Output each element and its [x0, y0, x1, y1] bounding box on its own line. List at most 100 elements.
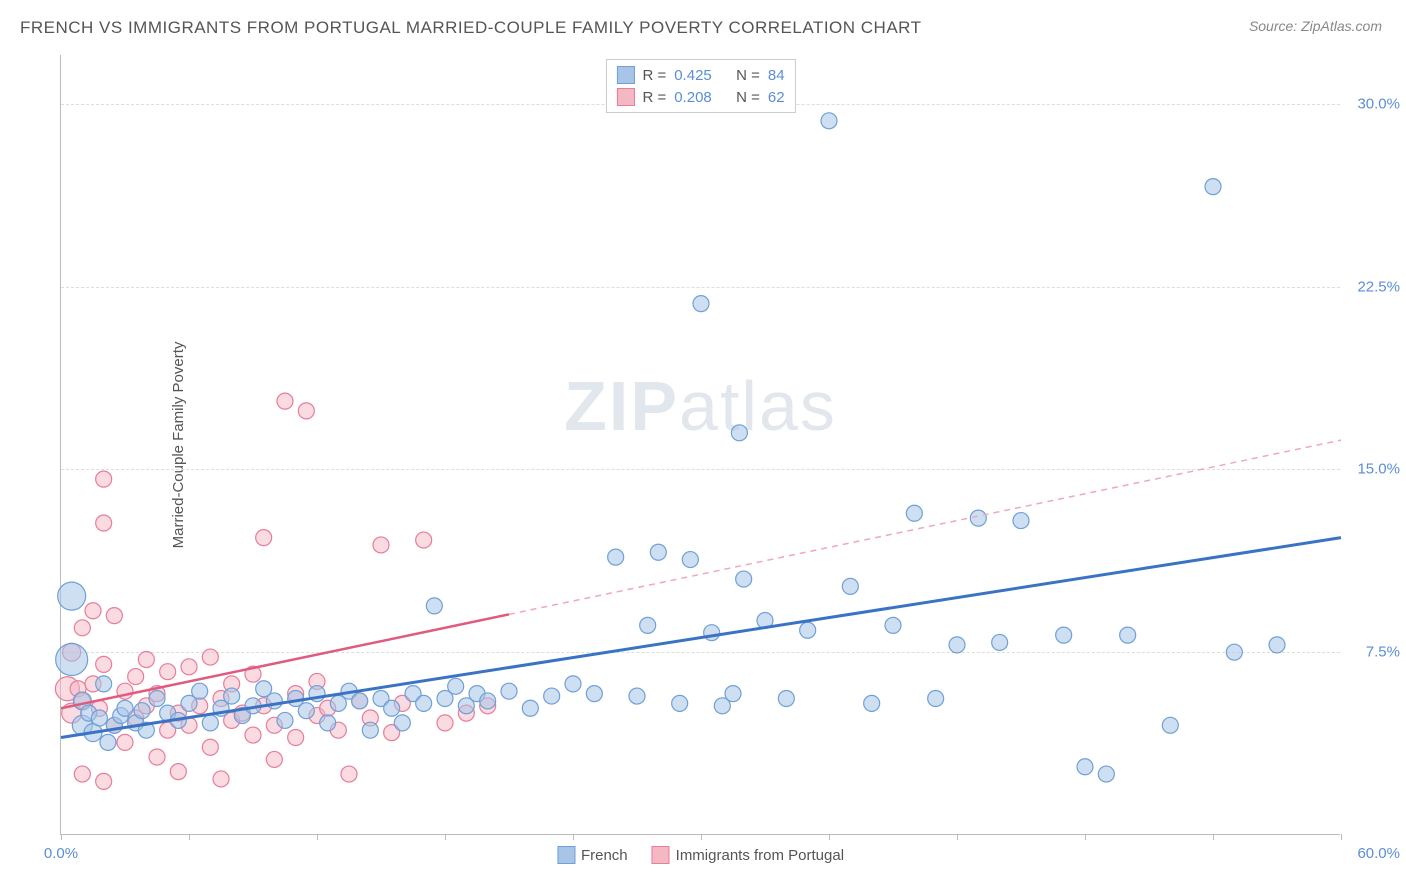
scatter-point — [1269, 637, 1285, 653]
scatter-point — [949, 637, 965, 653]
chart-title: FRENCH VS IMMIGRANTS FROM PORTUGAL MARRI… — [20, 18, 922, 38]
x-tick — [573, 834, 574, 840]
x-tick — [61, 834, 62, 840]
scatter-point — [213, 771, 229, 787]
plot-area: Married-Couple Family Poverty ZIPatlas R… — [60, 55, 1340, 835]
scatter-point — [100, 734, 116, 750]
scatter-point — [245, 727, 261, 743]
x-tick — [189, 834, 190, 840]
x-tick — [317, 834, 318, 840]
scatter-point — [134, 703, 150, 719]
scatter-point — [608, 549, 624, 565]
scatter-point — [320, 715, 336, 731]
swatch-portugal — [616, 88, 634, 106]
scatter-point — [352, 693, 368, 709]
scatter-point — [256, 530, 272, 546]
r-value-portugal: 0.208 — [674, 89, 712, 106]
scatter-point — [277, 393, 293, 409]
scatter-point — [821, 113, 837, 129]
scatter-point — [85, 603, 101, 619]
scatter-point — [58, 582, 86, 610]
scatter-point — [1077, 759, 1093, 775]
scatter-point — [277, 712, 293, 728]
scatter-point — [117, 700, 133, 716]
scatter-point — [736, 571, 752, 587]
trend-line-dashed — [509, 440, 1341, 614]
scatter-point — [731, 425, 747, 441]
y-tick-label: 22.5% — [1357, 278, 1400, 295]
scatter-point — [384, 700, 400, 716]
scatter-point — [128, 669, 144, 685]
scatter-point — [1056, 627, 1072, 643]
legend-label-french: French — [581, 847, 628, 864]
x-tick — [445, 834, 446, 840]
scatter-point — [170, 764, 186, 780]
swatch-french — [557, 846, 575, 864]
scatter-point — [138, 652, 154, 668]
scatter-point — [224, 688, 240, 704]
x-tick — [1213, 834, 1214, 840]
x-tick — [957, 834, 958, 840]
scatter-point — [416, 532, 432, 548]
scatter-point — [298, 703, 314, 719]
scatter-point — [426, 598, 442, 614]
n-label: N = — [736, 89, 760, 106]
scatter-point — [202, 739, 218, 755]
scatter-point — [1013, 513, 1029, 529]
source-attribution: Source: ZipAtlas.com — [1249, 18, 1382, 34]
x-tick — [1341, 834, 1342, 840]
scatter-point — [373, 537, 389, 553]
correlation-legend-row: R = 0.208 N = 62 — [616, 86, 784, 108]
n-value-french: 84 — [768, 67, 785, 84]
x-tick-label: 0.0% — [44, 845, 78, 862]
scatter-point — [394, 715, 410, 731]
scatter-point — [693, 296, 709, 312]
scatter-point — [480, 693, 496, 709]
scatter-point — [74, 620, 90, 636]
scatter-point — [362, 722, 378, 738]
scatter-point — [160, 664, 176, 680]
scatter-point — [341, 766, 357, 782]
scatter-point — [448, 678, 464, 694]
scatter-point — [906, 505, 922, 521]
scatter-point — [992, 634, 1008, 650]
legend-label-portugal: Immigrants from Portugal — [676, 847, 844, 864]
scatter-point — [149, 749, 165, 765]
scatter-point — [501, 683, 517, 699]
scatter-point — [106, 608, 122, 624]
scatter-point — [202, 715, 218, 731]
legend-item-portugal: Immigrants from Portugal — [652, 846, 844, 864]
scatter-point — [416, 695, 432, 711]
scatter-point — [1120, 627, 1136, 643]
scatter-point — [96, 656, 112, 672]
x-tick — [829, 834, 830, 840]
scatter-point — [565, 676, 581, 692]
scatter-point — [202, 649, 218, 665]
scatter-point — [842, 578, 858, 594]
scatter-point — [1162, 717, 1178, 733]
scatter-point — [928, 691, 944, 707]
scatter-point — [91, 710, 107, 726]
x-tick — [701, 834, 702, 840]
x-tick — [1085, 834, 1086, 840]
scatter-point — [117, 734, 133, 750]
scatter-point — [149, 691, 165, 707]
scatter-point — [522, 700, 538, 716]
r-value-french: 0.425 — [674, 67, 712, 84]
scatter-point — [437, 715, 453, 731]
scatter-point — [672, 695, 688, 711]
x-tick-label: 60.0% — [1357, 845, 1400, 862]
scatter-point — [56, 644, 88, 676]
correlation-legend-row: R = 0.425 N = 84 — [616, 64, 784, 86]
swatch-french — [616, 66, 634, 84]
r-label: R = — [642, 89, 666, 106]
scatter-point — [1098, 766, 1114, 782]
r-label: R = — [642, 67, 666, 84]
y-tick-label: 7.5% — [1366, 644, 1400, 661]
n-value-portugal: 62 — [768, 89, 785, 106]
swatch-portugal — [652, 846, 670, 864]
scatter-point — [640, 617, 656, 633]
scatter-point — [96, 773, 112, 789]
scatter-point — [970, 510, 986, 526]
scatter-point — [778, 691, 794, 707]
